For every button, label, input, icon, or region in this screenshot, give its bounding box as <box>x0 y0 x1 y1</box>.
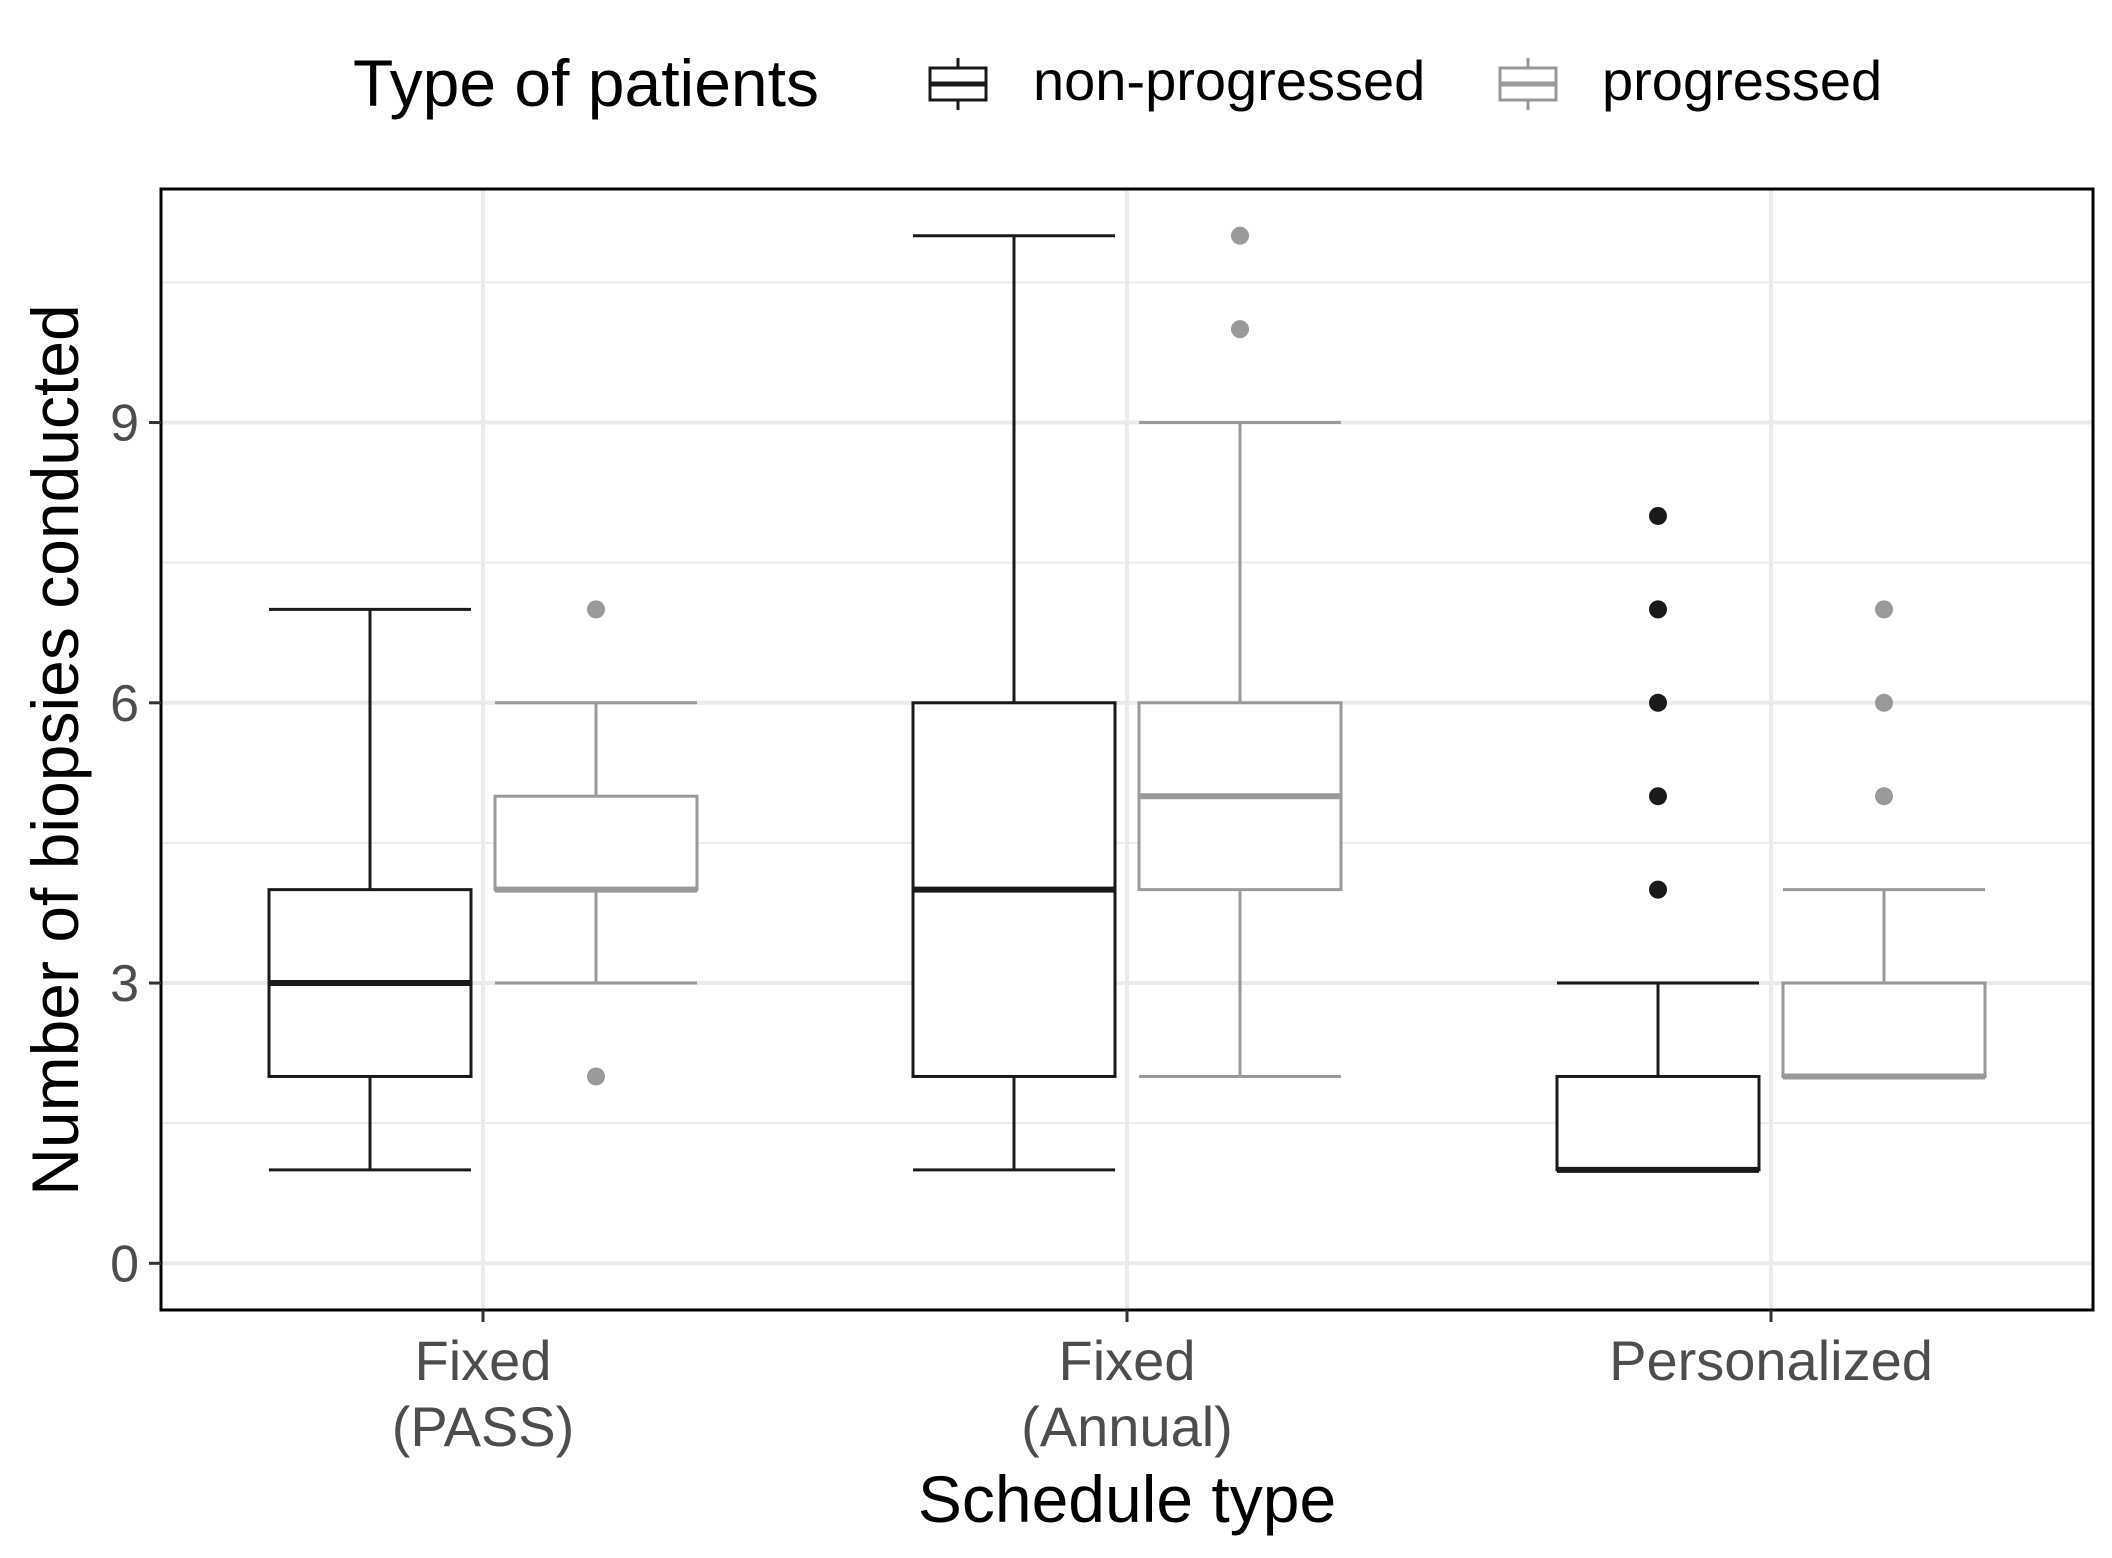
y-tick-label: 9 <box>110 395 139 453</box>
outlier-point <box>1649 693 1667 712</box>
x-tick-label: Fixed (PASS) <box>392 1329 575 1458</box>
x-tick-label: Personalized <box>1609 1329 1933 1392</box>
outlier-point <box>1649 787 1667 806</box>
box-iqr <box>1555 1074 1761 1172</box>
grid <box>161 189 2093 1310</box>
outlier-point <box>1875 787 1893 806</box>
outlier-point <box>1649 600 1667 619</box>
legend: Type of patients non-progressed progress… <box>353 46 1882 120</box>
x-tick-label: Fixed (Annual) <box>1021 1329 1233 1458</box>
legend-title: Type of patients <box>353 46 819 120</box>
box-iqr <box>493 794 699 892</box>
outlier-point <box>587 600 605 619</box>
y-tick-label: 0 <box>110 1235 139 1293</box>
outlier-point <box>1875 600 1893 619</box>
box-iqr <box>1781 981 1987 1078</box>
legend-entry-progressed: progressed <box>1498 49 1882 112</box>
x-axis-title: Schedule type <box>918 1462 1336 1536</box>
outlier-point <box>1231 226 1249 245</box>
legend-label-non-progressed: non-progressed <box>1033 49 1425 112</box>
y-axis-title: Number of biopsies conducted <box>18 304 92 1196</box>
legend-entry-non-progressed: non-progressed <box>928 49 1425 112</box>
box-non-progressed-2 <box>911 234 1117 1172</box>
y-tick-label: 6 <box>110 675 139 733</box>
y-tick-label: 3 <box>110 955 139 1013</box>
x-axis: Fixed (PASS) Fixed (Annual) Personalized <box>392 1310 1933 1458</box>
boxes <box>267 226 1987 1173</box>
box-progressed-2 <box>1137 226 1343 1078</box>
legend-key-non-progressed <box>928 58 988 110</box>
outlier-point <box>1649 506 1667 525</box>
legend-key-progressed <box>1498 58 1558 110</box>
box-progressed-3 <box>1781 600 1987 1080</box>
legend-label-progressed: progressed <box>1602 49 1882 112</box>
box-non-progressed-3 <box>1555 506 1761 1173</box>
outlier-point <box>1231 320 1249 339</box>
outlier-point <box>1649 880 1667 899</box>
box-non-progressed-1 <box>267 607 473 1172</box>
y-axis: 0 3 6 9 <box>110 395 161 1293</box>
outlier-point <box>587 1067 605 1086</box>
box-progressed-1 <box>493 600 699 1086</box>
outlier-point <box>1875 693 1893 712</box>
